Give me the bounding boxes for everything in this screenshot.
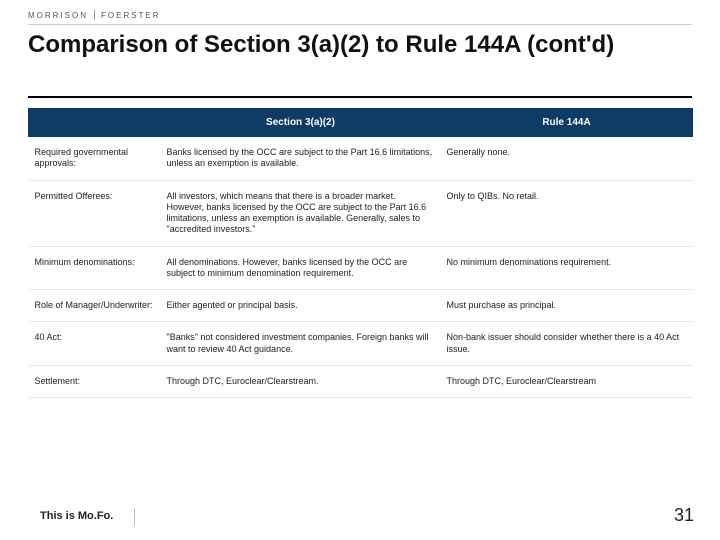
table-row: Minimum denominations: All denominations… (29, 246, 693, 290)
row-col2: Must purchase as principal. (441, 290, 693, 322)
comparison-table: Section 3(a)(2) Rule 144A Required gover… (28, 108, 693, 398)
table-row: Settlement: Through DTC, Euroclear/Clear… (29, 365, 693, 397)
brand-left: MORRISON (28, 11, 88, 20)
table-row: Required governmental approvals: Banks l… (29, 137, 693, 181)
row-col2: Generally none. (441, 137, 693, 181)
row-col2: No minimum denominations requirement. (441, 246, 693, 290)
table-header-row: Section 3(a)(2) Rule 144A (29, 109, 693, 137)
row-col1: All investors, which means that there is… (161, 180, 441, 246)
col-header-section3a2: Section 3(a)(2) (161, 109, 441, 137)
brand-rule (28, 24, 692, 25)
table-row: 40 Act: "Banks" not considered investmen… (29, 322, 693, 366)
page-number: 31 (674, 505, 694, 526)
brand-right: FOERSTER (101, 11, 161, 20)
row-label: Required governmental approvals: (29, 137, 161, 181)
brand-logo: MORRISON FOERSTER (28, 10, 161, 20)
page-title: Comparison of Section 3(a)(2) to Rule 14… (28, 30, 692, 60)
row-col1: Either agented or principal basis. (161, 290, 441, 322)
table-row: Role of Manager/Underwriter: Either agen… (29, 290, 693, 322)
comparison-table-wrap: Section 3(a)(2) Rule 144A Required gover… (28, 108, 692, 398)
row-col1: Through DTC, Euroclear/Clearstream. (161, 365, 441, 397)
footer-tagline: This is Mo.Fo. (40, 510, 113, 522)
row-label: Minimum denominations: (29, 246, 161, 290)
row-col1: All denominations. However, banks licens… (161, 246, 441, 290)
row-label: 40 Act: (29, 322, 161, 366)
slide: MORRISON FOERSTER Comparison of Section … (0, 0, 720, 540)
row-col1: "Banks" not considered investment compan… (161, 322, 441, 366)
title-underline (28, 96, 692, 98)
row-col2: Only to QIBs. No retail. (441, 180, 693, 246)
row-col2: Through DTC, Euroclear/Clearstream (441, 365, 693, 397)
brand-separator (94, 10, 95, 20)
col-header-rule144a: Rule 144A (441, 109, 693, 137)
row-label: Permitted Offerees: (29, 180, 161, 246)
table-row: Permitted Offerees: All investors, which… (29, 180, 693, 246)
col-header-blank (29, 109, 161, 137)
footer-separator (134, 508, 135, 526)
row-col2: Non-bank issuer should consider whether … (441, 322, 693, 366)
row-label: Role of Manager/Underwriter: (29, 290, 161, 322)
row-label: Settlement: (29, 365, 161, 397)
row-col1: Banks licensed by the OCC are subject to… (161, 137, 441, 181)
